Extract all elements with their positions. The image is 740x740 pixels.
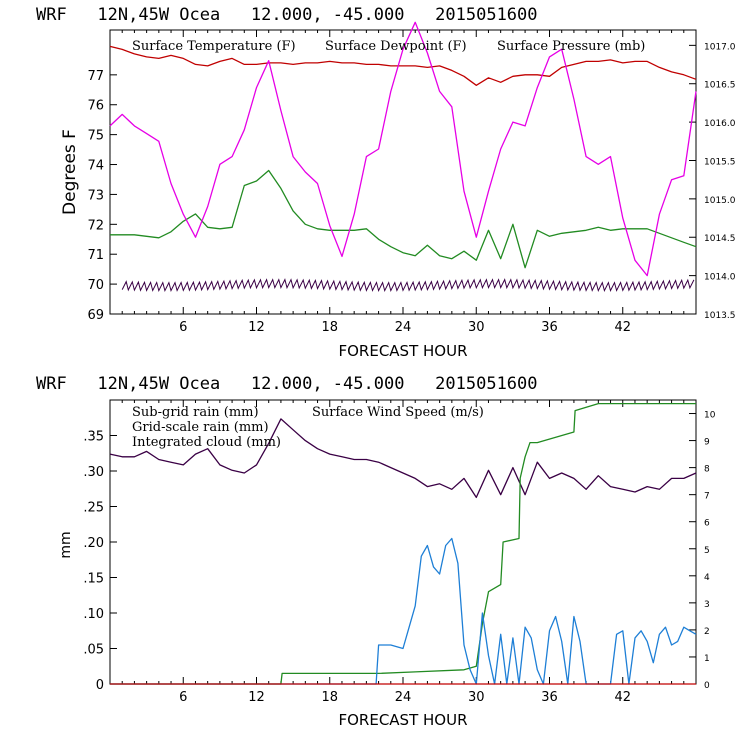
bottom-x-tick-label: 18: [321, 690, 338, 705]
top-x-tick-label: 24: [395, 320, 412, 335]
top-right-tick-label: 1016.0: [704, 119, 736, 129]
bottom-y-tick-label: .05: [83, 643, 104, 658]
bottom-y-tick-label: .25: [83, 501, 104, 516]
top-series-group: [109, 21, 697, 293]
legend-integrated-cloud: Integrated cloud (mm): [132, 435, 281, 450]
bottom-x-tick-label: 24: [395, 690, 412, 705]
top-y-tick-label: 76: [87, 99, 104, 114]
bottom-y-tick-label: 0: [96, 678, 104, 693]
legend-grid-scale-rain: Grid-scale rain (mm): [132, 420, 269, 435]
bottom-right-tick-label: 9: [704, 438, 710, 448]
top-right-tick-label: 1014.0: [704, 273, 736, 283]
top-y-tick-label: 75: [87, 129, 104, 144]
top-plot-frame: [109, 29, 697, 315]
top-y-tick-label: 77: [87, 69, 104, 84]
series-surface-wind-speed-m-s: [109, 418, 697, 499]
bottom-x-tick-label: 36: [541, 690, 558, 705]
bottom-right-tick-label: 7: [704, 492, 710, 502]
series-surface-dewpoint-f: [110, 169, 697, 269]
bottom-x-tick-label: 30: [468, 690, 485, 705]
bottom-axes: 6 12 18 24 30 36 420.05.10.15.20.25.30.3501234…: [83, 400, 716, 705]
top-right-tick-label: 1015.5: [704, 157, 736, 167]
top-right-tick-label: 1015.0: [704, 196, 736, 206]
bottom-y-tick-label: .30: [83, 465, 104, 480]
top-x-tick-label: 36: [541, 320, 558, 335]
bottom-x-axis-label: FORECAST HOUR: [338, 711, 467, 729]
legend-surface-pressure: Surface Pressure (mb): [497, 39, 645, 54]
bottom-right-tick-label: 3: [704, 600, 710, 610]
top-y-tick-label: 69: [87, 308, 104, 323]
top-chart-title: WRF 12N,45W Ocea 12.000, -45.000 2015051…: [36, 5, 538, 25]
legend-surface-temperature: Surface Temperature (F): [132, 39, 296, 54]
bottom-series-group: [109, 402, 697, 685]
bottom-right-tick-label: 1: [704, 654, 710, 664]
top-x-tick-label: 42: [614, 320, 631, 335]
top-x-tick-label: 18: [321, 320, 338, 335]
legend-surface-dewpoint: Surface Dewpoint (F): [325, 39, 467, 54]
bottom-y-tick-label: .20: [83, 536, 104, 551]
top-y-tick-label: 70: [87, 278, 104, 293]
bottom-right-tick-label: 5: [704, 546, 710, 556]
bottom-right-tick-label: 8: [704, 465, 710, 475]
series-surface-temperature-f: [109, 45, 697, 86]
top-right-tick-label: 1013.5: [704, 311, 736, 321]
top-right-tick-label: 1014.5: [704, 234, 736, 244]
series-surface-pressure-mb: [109, 21, 697, 277]
bottom-chart-title: WRF 12N,45W Ocea 12.000, -45.000 2015051…: [36, 374, 538, 394]
bottom-right-tick-label: 10: [704, 411, 716, 421]
bottom-right-tick-label: 0: [704, 681, 710, 691]
top-y-tick-label: 74: [87, 159, 104, 174]
bottom-y-tick-label: .10: [83, 607, 104, 622]
legend-subgrid-rain: Sub-grid rain (mm): [132, 405, 259, 420]
bottom-right-tick-label: 4: [704, 573, 710, 583]
bottom-y-tick-label: .35: [83, 430, 104, 445]
bottom-x-tick-label: 12: [248, 690, 265, 705]
bottom-y-axis-label: mm: [58, 531, 74, 558]
series-grid-scale-rain-mm: [110, 402, 696, 685]
top-y-tick-label: 72: [87, 218, 104, 233]
bottom-right-tick-label: 2: [704, 627, 710, 637]
top-y-tick-label: 71: [87, 248, 104, 263]
top-y-axis-label: Degrees F: [60, 129, 80, 215]
top-right-tick-label: 1016.5: [704, 81, 736, 91]
top-x-tick-label: 6: [179, 320, 187, 335]
top-y-tick-label: 73: [87, 188, 104, 203]
top-x-tick-label: 12: [248, 320, 265, 335]
bottom-right-tick-label: 6: [704, 519, 710, 529]
legend-surface-wind-speed: Surface Wind Speed (m/s): [312, 405, 484, 420]
top-x-axis-label: FORECAST HOUR: [338, 342, 467, 360]
bottom-x-tick-label: 6: [179, 690, 187, 705]
top-axes: 6 12 18 24 30 36 42 69 70 71 72 73 74 75 76 77 1013.5 101…: [87, 30, 736, 335]
top-x-tick-label: 30: [468, 320, 485, 335]
bottom-y-tick-label: .15: [83, 572, 104, 587]
series-integrated-cloud-mm: [110, 537, 697, 685]
bottom-x-tick-label: 42: [614, 690, 631, 705]
wind-barb-band: [121, 278, 695, 293]
top-right-tick-label: 1017.0: [704, 42, 736, 52]
